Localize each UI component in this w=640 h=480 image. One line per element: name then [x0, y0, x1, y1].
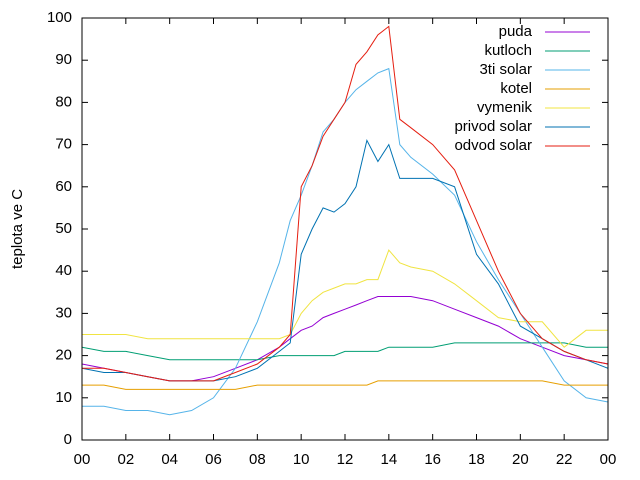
- y-tick-label: 80: [55, 93, 72, 110]
- x-tick-label: 22: [556, 451, 573, 468]
- y-tick-label: 40: [55, 262, 72, 279]
- y-tick-label: 50: [55, 220, 72, 237]
- x-tick-label: 08: [249, 451, 266, 468]
- plot-border: [81, 17, 609, 441]
- y-tick-label: 20: [55, 347, 72, 364]
- y-tick-label: 10: [55, 389, 72, 406]
- y-tick-label: 100: [47, 9, 72, 26]
- y-tick-label: 30: [55, 304, 72, 321]
- x-tick-label: 06: [205, 451, 222, 468]
- legend-label: odvod solar: [454, 137, 532, 154]
- x-tick-label: 10: [293, 451, 310, 468]
- y-tick-label: 70: [55, 136, 72, 153]
- y-axis-label: teplota ve C: [9, 189, 26, 269]
- legend-label: 3ti solar: [479, 61, 532, 78]
- y-tick-label: 60: [55, 178, 72, 195]
- series-line: [82, 380, 608, 390]
- series-line: [82, 25, 609, 382]
- x-tick-label: 00: [74, 451, 91, 468]
- y-tick-label: 90: [55, 51, 72, 68]
- legend-label: puda: [499, 23, 533, 40]
- y-tick-label: 0: [64, 431, 72, 448]
- x-tick-label: 02: [117, 451, 134, 468]
- legend-label: kutloch: [484, 42, 532, 59]
- x-tick-label: 20: [512, 451, 529, 468]
- series-line: [82, 249, 608, 348]
- legend-label: kotel: [500, 80, 532, 97]
- legend-label: vymenik: [477, 99, 533, 116]
- series-line: [81, 342, 608, 361]
- legend-label: privod solar: [454, 118, 532, 135]
- x-tick-label: 14: [380, 451, 397, 468]
- series-line: [81, 138, 609, 382]
- x-tick-label: 16: [424, 451, 441, 468]
- x-tick-label: 00: [600, 451, 617, 468]
- x-tick-label: 04: [161, 451, 178, 468]
- x-tick-label: 12: [337, 451, 354, 468]
- x-tick-label: 18: [468, 451, 485, 468]
